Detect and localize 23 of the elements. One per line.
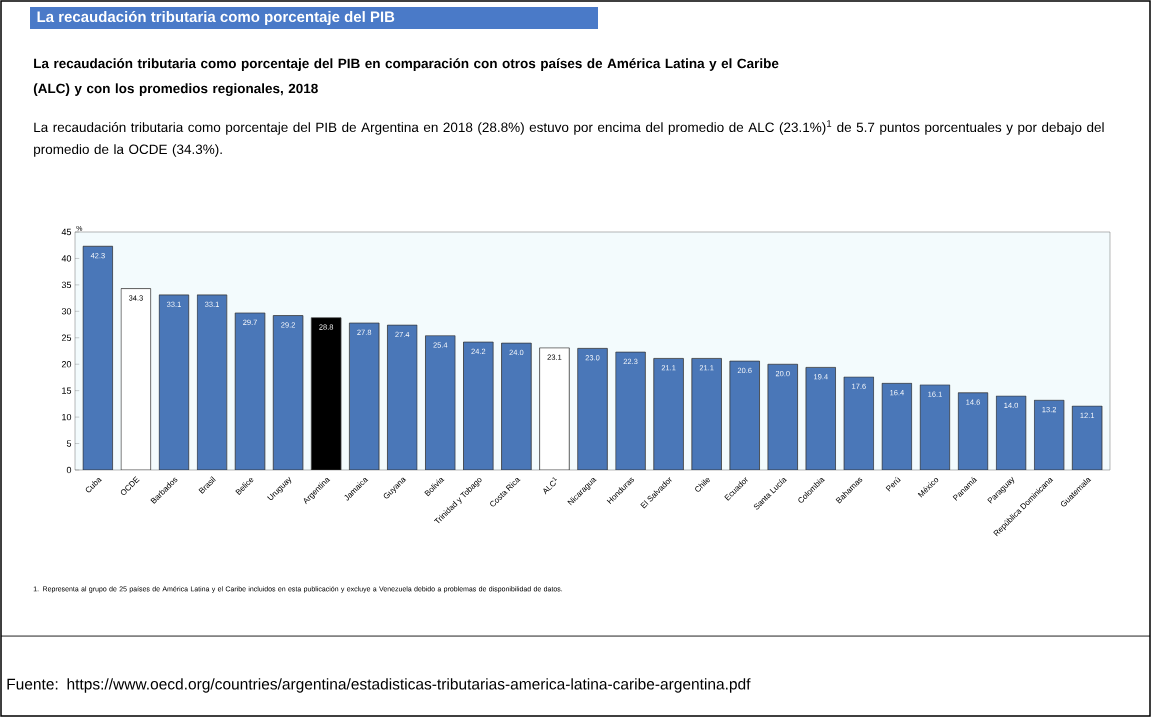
bar <box>919 384 951 470</box>
y-tick-label: 35 <box>61 281 72 289</box>
y-tick-label: 5 <box>66 440 72 447</box>
chart-subtitle: La recaudación tributaria como porcentaje del PIB en comparación con otros países de América Latina y el Caribe (ALC) y con los promedios regionales, 2018 <box>33 58 779 96</box>
y-tick-label: 20 <box>61 361 72 368</box>
chart-title: La recaudación tributaria como porcentaje del PIB <box>37 10 395 26</box>
y-tick-label: 30 <box>61 308 72 315</box>
source-note: Fuente: https://www.oecd.org/countries/argentina/estadisticas-tributarias-america-latina-caribe-argentina.pdf <box>7 678 751 693</box>
y-tick-label: 25 <box>61 334 72 341</box>
bar <box>425 335 456 470</box>
y-tick-label: 0 <box>66 466 72 474</box>
bar <box>158 294 190 470</box>
bar <box>881 382 913 470</box>
bar <box>995 395 1027 470</box>
bar <box>843 376 875 470</box>
y-tick-label: 10 <box>62 413 72 421</box>
bar <box>501 342 532 470</box>
y-tick-label: 45 <box>61 228 72 236</box>
y-tick-label: 15 <box>62 387 72 394</box>
bar <box>463 341 494 470</box>
bar <box>387 324 418 470</box>
text: La recaudación tributaria como porcentaje del PIB de Argentina en 2018 (28.8%) estuvo por encima del promedio de ALC (23.1%)$^{1}$ de 5.7 puntos porcentuales y por debajo del promedio de la OCDE (34.3%). <box>34 120 1104 157</box>
y-tick-label: 40 <box>61 255 72 262</box>
